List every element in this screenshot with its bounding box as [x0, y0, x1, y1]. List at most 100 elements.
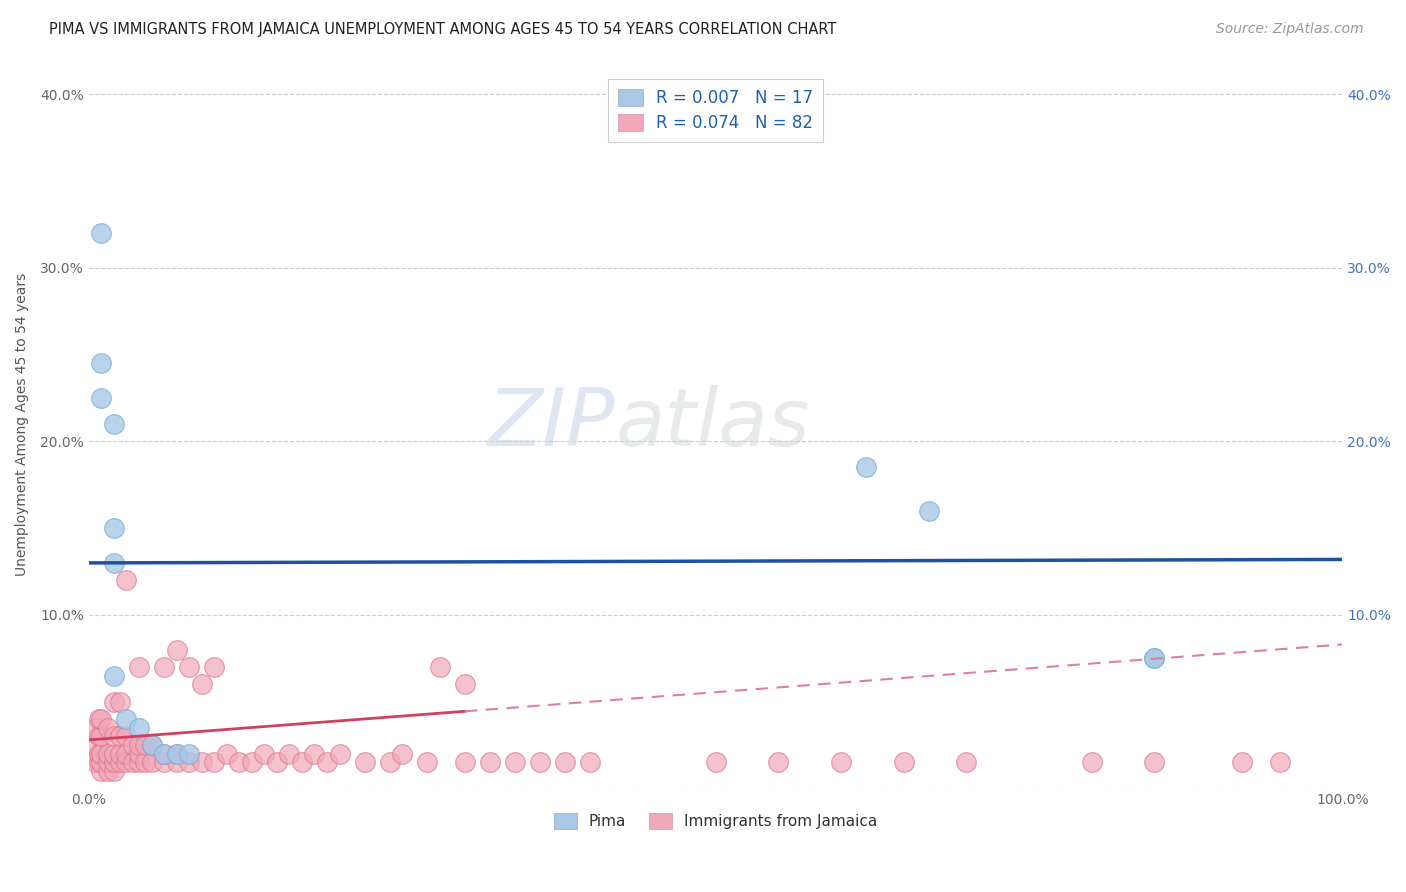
Point: [554, 756, 576, 770]
Point: [84, 721, 107, 735]
Point: [84, 738, 107, 752]
Point: [108, 695, 131, 709]
Point: [128, 660, 150, 674]
Point: [103, 521, 125, 535]
Point: [166, 642, 188, 657]
Point: [166, 747, 188, 761]
Point: [153, 756, 176, 770]
Point: [855, 460, 877, 475]
Point: [103, 764, 125, 779]
Point: [97, 721, 120, 735]
Point: [1230, 756, 1253, 770]
Point: [84, 756, 107, 770]
Point: [202, 660, 225, 674]
Point: [128, 756, 150, 770]
Point: [90, 764, 112, 779]
Point: [253, 747, 276, 761]
Point: [134, 756, 156, 770]
Point: [103, 417, 125, 431]
Point: [128, 738, 150, 752]
Point: [87, 756, 110, 770]
Point: [179, 756, 201, 770]
Text: atlas: atlas: [616, 385, 810, 463]
Y-axis label: Unemployment Among Ages 45 to 54 years: Unemployment Among Ages 45 to 54 years: [15, 272, 30, 575]
Point: [416, 756, 439, 770]
Point: [103, 695, 125, 709]
Point: [134, 738, 156, 752]
Point: [87, 712, 110, 726]
Point: [90, 747, 112, 761]
Point: [830, 756, 852, 770]
Point: [190, 677, 212, 691]
Point: [579, 756, 602, 770]
Point: [90, 712, 112, 726]
Point: [153, 747, 176, 761]
Point: [1143, 651, 1166, 665]
Point: [90, 226, 112, 240]
Point: [115, 730, 138, 744]
Point: [103, 730, 125, 744]
Point: [115, 756, 138, 770]
Point: [108, 730, 131, 744]
Text: PIMA VS IMMIGRANTS FROM JAMAICA UNEMPLOYMENT AMONG AGES 45 TO 54 YEARS CORRELATI: PIMA VS IMMIGRANTS FROM JAMAICA UNEMPLOY…: [49, 22, 837, 37]
Point: [704, 756, 727, 770]
Point: [228, 756, 250, 770]
Point: [529, 756, 551, 770]
Point: [128, 721, 150, 735]
Point: [103, 747, 125, 761]
Point: [115, 747, 138, 761]
Point: [328, 747, 350, 761]
Point: [103, 756, 125, 770]
Point: [454, 677, 477, 691]
Point: [353, 756, 375, 770]
Point: [141, 756, 163, 770]
Point: [391, 747, 413, 761]
Point: [141, 738, 163, 752]
Point: [90, 391, 112, 405]
Point: [429, 660, 451, 674]
Point: [202, 756, 225, 770]
Point: [115, 574, 138, 588]
Text: ZIP: ZIP: [488, 385, 616, 463]
Point: [291, 756, 314, 770]
Point: [190, 756, 212, 770]
Point: [917, 504, 939, 518]
Point: [97, 764, 120, 779]
Point: [141, 738, 163, 752]
Point: [87, 730, 110, 744]
Point: [955, 756, 977, 770]
Point: [103, 669, 125, 683]
Point: [121, 738, 143, 752]
Point: [179, 660, 201, 674]
Point: [97, 756, 120, 770]
Point: [768, 756, 790, 770]
Point: [97, 747, 120, 761]
Point: [121, 756, 143, 770]
Point: [128, 747, 150, 761]
Point: [115, 712, 138, 726]
Point: [103, 556, 125, 570]
Point: [90, 756, 112, 770]
Point: [87, 747, 110, 761]
Point: [1080, 756, 1102, 770]
Point: [153, 747, 176, 761]
Point: [478, 756, 501, 770]
Point: [108, 756, 131, 770]
Point: [240, 756, 263, 770]
Point: [179, 747, 201, 761]
Point: [454, 756, 477, 770]
Point: [166, 756, 188, 770]
Point: [503, 756, 526, 770]
Legend: Pima, Immigrants from Jamaica: Pima, Immigrants from Jamaica: [547, 807, 883, 836]
Point: [90, 730, 112, 744]
Text: Source: ZipAtlas.com: Source: ZipAtlas.com: [1216, 22, 1364, 37]
Point: [893, 756, 915, 770]
Point: [1143, 651, 1166, 665]
Point: [153, 660, 176, 674]
Point: [1143, 756, 1166, 770]
Point: [1268, 756, 1291, 770]
Point: [278, 747, 301, 761]
Point: [304, 747, 326, 761]
Point: [90, 356, 112, 370]
Point: [108, 747, 131, 761]
